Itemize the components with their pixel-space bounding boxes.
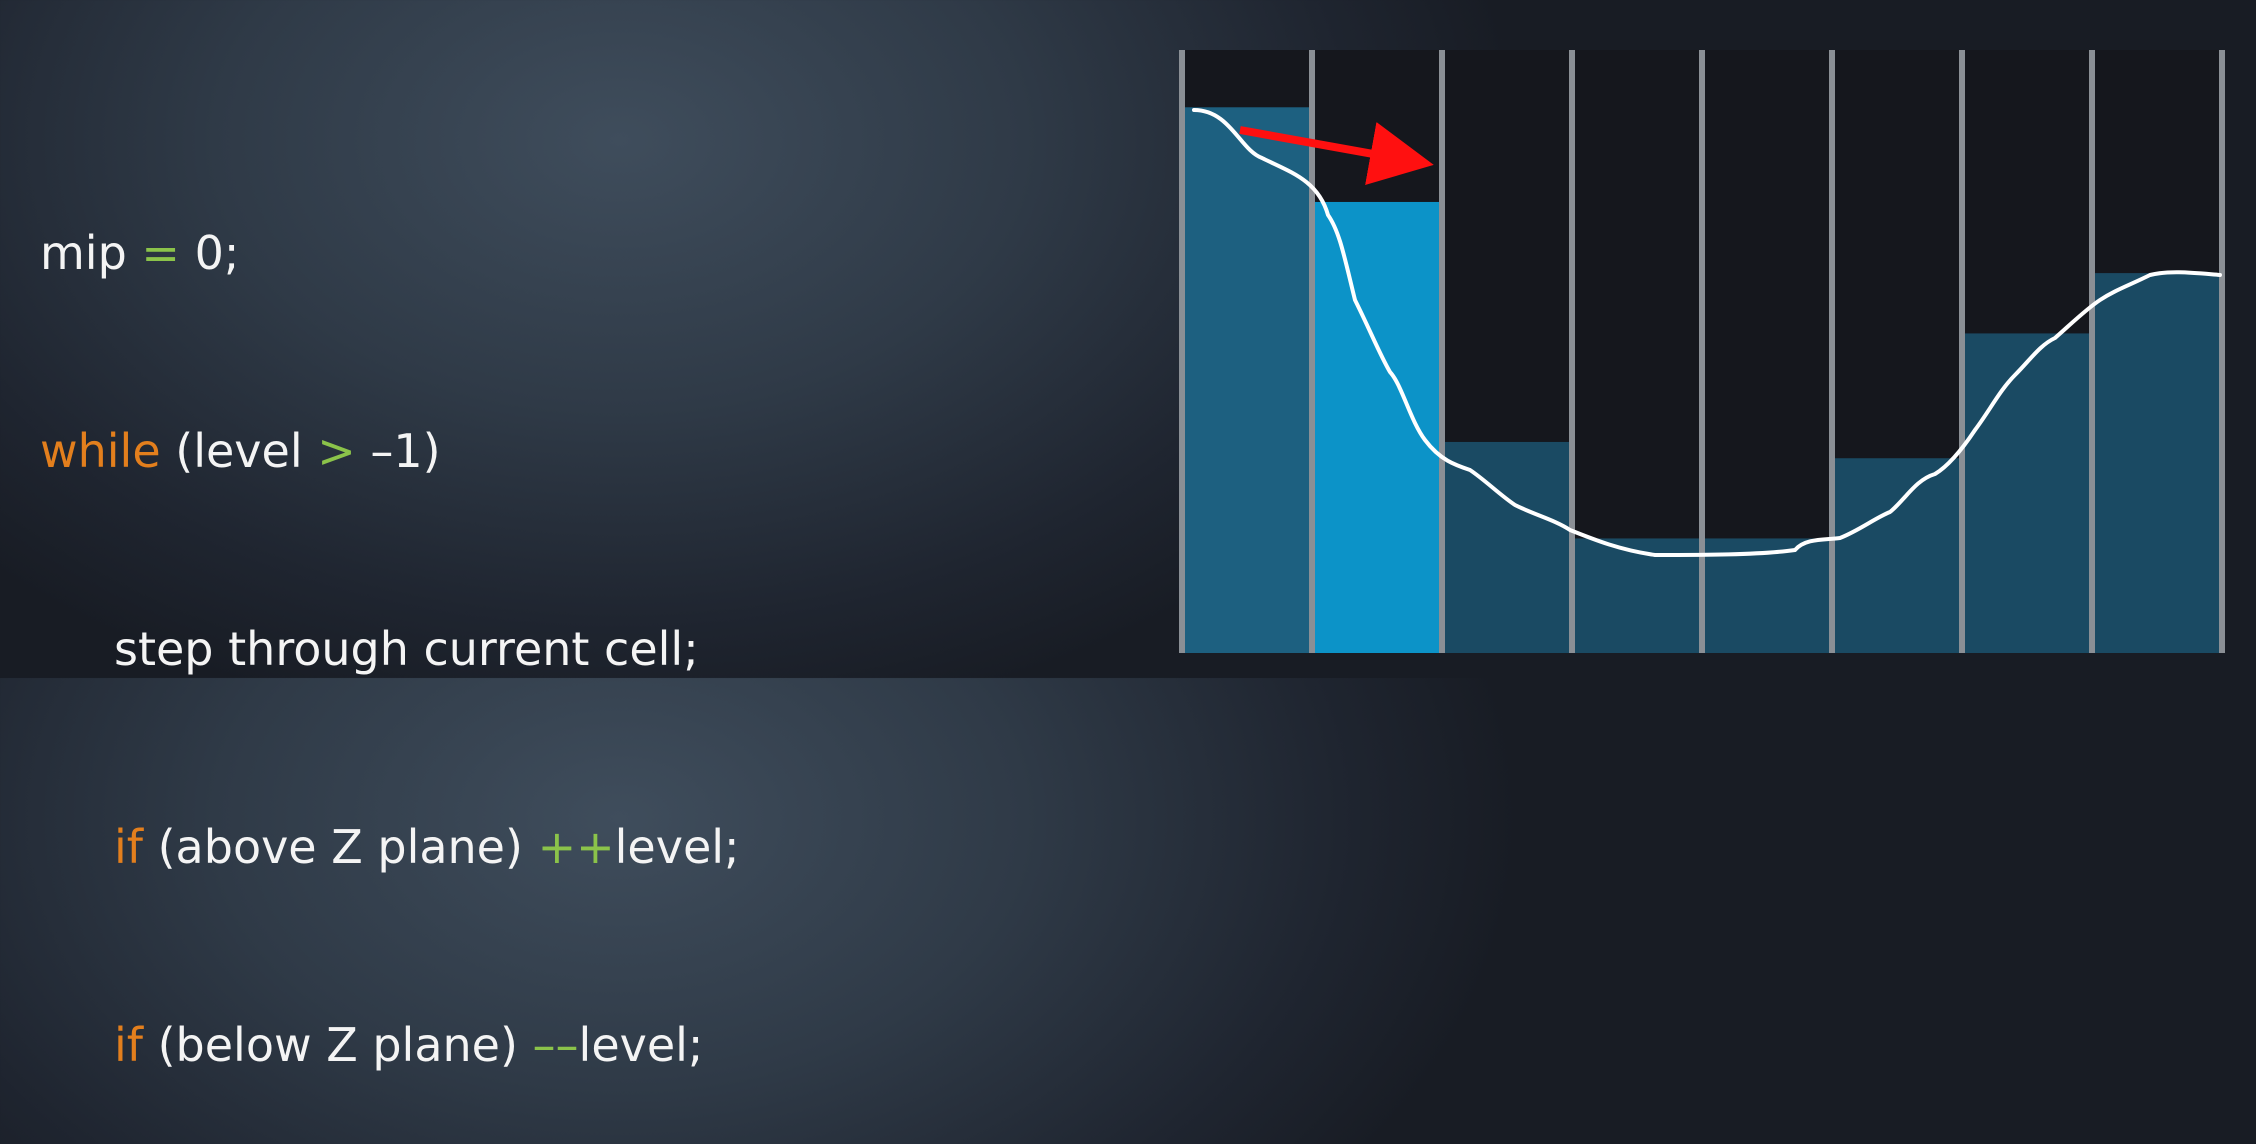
if-keyword: if [114,820,143,874]
depth-cell [1702,538,1832,653]
depth-cell [2092,273,2222,653]
assign-operator: = [141,226,180,280]
code-line-2: while (level > –1) [40,424,441,478]
code-line-5: if (below Z plane) ––level; [114,1018,704,1072]
increment-operator: ++ [537,820,615,874]
decrement-operator: –– [532,1018,579,1072]
depth-cell [1442,441,1572,653]
step-arrow [1239,122,1434,186]
if-keyword: if [114,1018,143,1072]
depth-surface-curve [1192,108,2222,558]
depth-cell [1182,107,1312,653]
depth-cells [1182,107,2222,653]
active-depth-cell [1312,201,1442,653]
depth-cell [1832,458,1962,653]
hiz-traversal-diagram [1179,50,2225,653]
depth-cell [1962,333,2092,653]
slide: { "code": { "line1": {"a": "mip ", "op":… [0,0,2256,1072]
code-line-4: if (above Z plane) ++level; [114,820,740,874]
cell-dividers [1179,50,2225,653]
greater-than-operator: > [317,424,356,478]
code-line-3: step through current cell; [114,622,699,676]
while-keyword: while [40,424,161,478]
code-line-1: mip = 0; [40,226,240,280]
depth-cell [1572,538,1702,653]
